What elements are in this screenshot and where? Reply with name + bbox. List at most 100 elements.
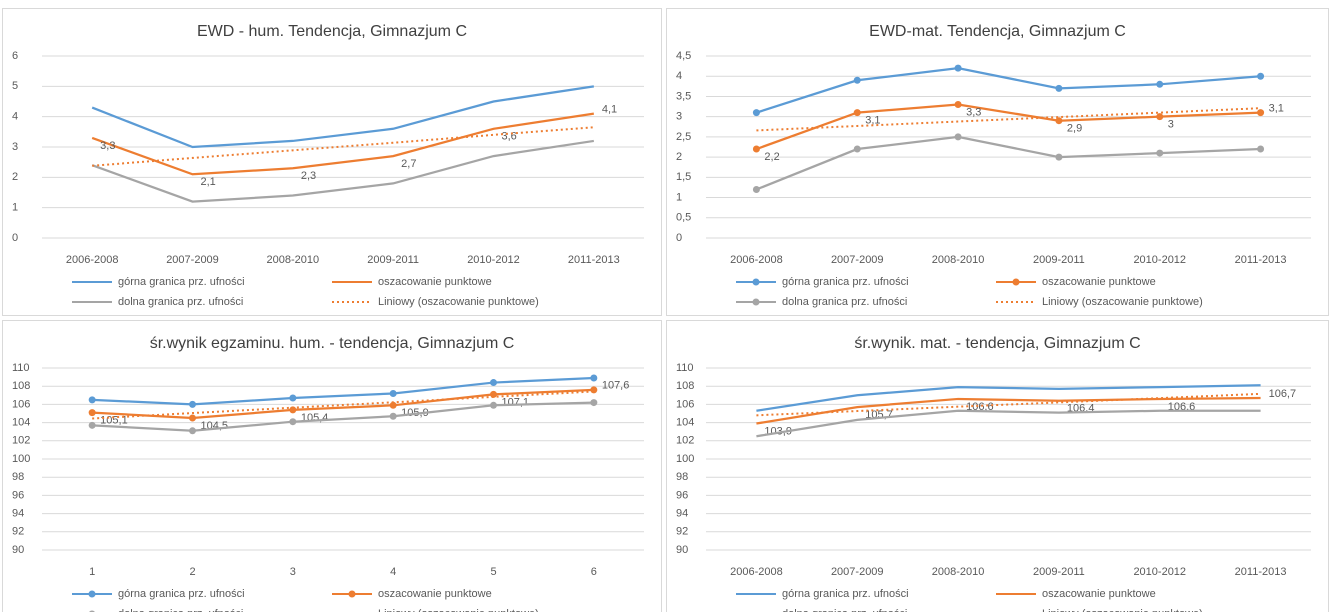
data-label: 2,3 [301, 170, 316, 182]
y-tick-label: 98 [12, 471, 24, 483]
chart-title: śr.wynik. mat. - tendencja, Gimnazjum C [854, 335, 1140, 352]
chart-panel: śr.wynik. mat. - tendencja, Gimnazjum C 9… [666, 320, 1329, 612]
point [853, 76, 861, 84]
y-tick-label: 5 [12, 80, 18, 92]
panel-frame [2, 8, 662, 316]
series-line [756, 66, 1261, 114]
legend-label: dolna granica prz. ufności [118, 296, 243, 308]
series-line [91, 85, 595, 149]
y-tick-label: 100 [12, 453, 30, 465]
panel-frame [2, 320, 662, 612]
y-tick-label: 108 [12, 380, 30, 392]
x-tick-label: 2006-2008 [66, 254, 119, 266]
trend-line [92, 126, 594, 167]
y-tick-label: 94 [676, 508, 688, 520]
data-label: 3,3 [100, 140, 115, 152]
x-tick-label: 2007-2009 [831, 254, 884, 266]
legend-marker [752, 278, 760, 286]
y-tick-label: 92 [12, 526, 24, 538]
chart-title: śr.wynik egzaminu. hum. - tendencja, Gim… [150, 335, 515, 352]
point [853, 145, 861, 153]
x-tick-label: 3 [290, 566, 296, 578]
point [88, 396, 96, 404]
y-tick-label: 96 [12, 489, 24, 501]
legend-label: dolna granica prz. ufności [118, 608, 243, 612]
y-tick-label: 108 [676, 380, 694, 392]
y-tick-label: 94 [12, 508, 24, 520]
point [490, 401, 497, 409]
point [1257, 109, 1265, 117]
point [1257, 72, 1265, 80]
y-tick-label: 1,5 [676, 171, 691, 183]
chart-panel: EWD - hum. Tendencja, Gimnazjum C 0 1 2 3 4 5 6… [2, 8, 662, 316]
point [752, 145, 760, 153]
series-line [91, 139, 595, 203]
data-label: 2,9 [1067, 123, 1082, 135]
panel-frame [666, 320, 1329, 612]
y-tick-label: 106 [676, 398, 694, 410]
point [189, 400, 196, 408]
y-tick-label: 3 [676, 111, 682, 123]
x-tick-label: 2006-2008 [730, 566, 783, 578]
y-tick-label: 100 [676, 453, 694, 465]
point [88, 421, 96, 429]
x-tick-label: 1 [89, 566, 95, 578]
data-label: 3 [1168, 119, 1174, 131]
legend-label: Liniowy (oszacowanie punktowe) [378, 608, 539, 612]
x-tick-label: 2011-2013 [1235, 254, 1287, 266]
x-tick-label: 2009-2011 [367, 254, 419, 266]
series-line [92, 401, 594, 432]
legend-label: górna granica prz. ufności [782, 276, 909, 288]
data-label: 3,1 [865, 115, 880, 127]
chart-title: EWD - hum. Tendencja, Gimnazjum C [197, 23, 467, 40]
data-label: 107,1 [502, 396, 530, 408]
y-tick-label: 92 [676, 526, 688, 538]
data-label: 2,7 [401, 158, 416, 170]
legend-marker [88, 590, 96, 598]
x-tick-label: 6 [591, 566, 597, 578]
y-tick-label: 0,5 [676, 212, 691, 224]
panel-frame [666, 8, 1329, 316]
point [853, 109, 861, 117]
x-tick-label: 2007-2009 [166, 254, 219, 266]
point [289, 418, 297, 426]
series-line [755, 135, 1261, 191]
legend-label: Liniowy (oszacowanie punktowe) [1042, 296, 1203, 308]
x-tick-label: 2008-2010 [932, 254, 985, 266]
point [1055, 84, 1063, 92]
legend-label: oszacowanie punktowe [378, 276, 492, 288]
data-label: 106,7 [1269, 388, 1297, 400]
y-tick-label: 4 [12, 111, 18, 123]
x-tick-label: 2006-2008 [730, 254, 783, 266]
series-line [756, 409, 1261, 438]
series-line [91, 112, 595, 176]
legend-label: oszacowanie punktowe [378, 588, 492, 600]
legend-label: oszacowanie punktowe [1042, 588, 1156, 600]
y-tick-label: 102 [676, 435, 694, 447]
point [1156, 149, 1164, 157]
point [1055, 153, 1063, 161]
data-label: 2,2 [764, 151, 779, 163]
trend-line [756, 392, 1261, 417]
chart-panel: śr.wynik egzaminu. hum. - tendencja, Gim… [2, 320, 662, 612]
legend-marker [1012, 278, 1020, 286]
y-tick-label: 0 [12, 232, 18, 244]
legend-label: dolna granica prz. ufności [782, 608, 907, 612]
series-line [92, 376, 594, 406]
series-line [756, 103, 1261, 151]
y-tick-label: 1 [676, 191, 682, 203]
x-tick-label: 5 [490, 566, 496, 578]
x-tick-label: 2011-2013 [1235, 566, 1287, 578]
y-tick-label: 2 [676, 151, 682, 163]
point [189, 427, 196, 435]
data-label: 106,6 [966, 401, 994, 413]
data-label: 3,1 [1269, 103, 1284, 115]
y-tick-label: 102 [12, 435, 30, 447]
point [590, 374, 598, 382]
legend-marker [348, 590, 356, 598]
legend-label: górna granica prz. ufności [782, 588, 909, 600]
y-tick-label: 106 [12, 398, 30, 410]
x-tick-label: 2008-2010 [267, 254, 320, 266]
y-tick-label: 110 [12, 362, 30, 374]
trend-line [92, 390, 594, 420]
